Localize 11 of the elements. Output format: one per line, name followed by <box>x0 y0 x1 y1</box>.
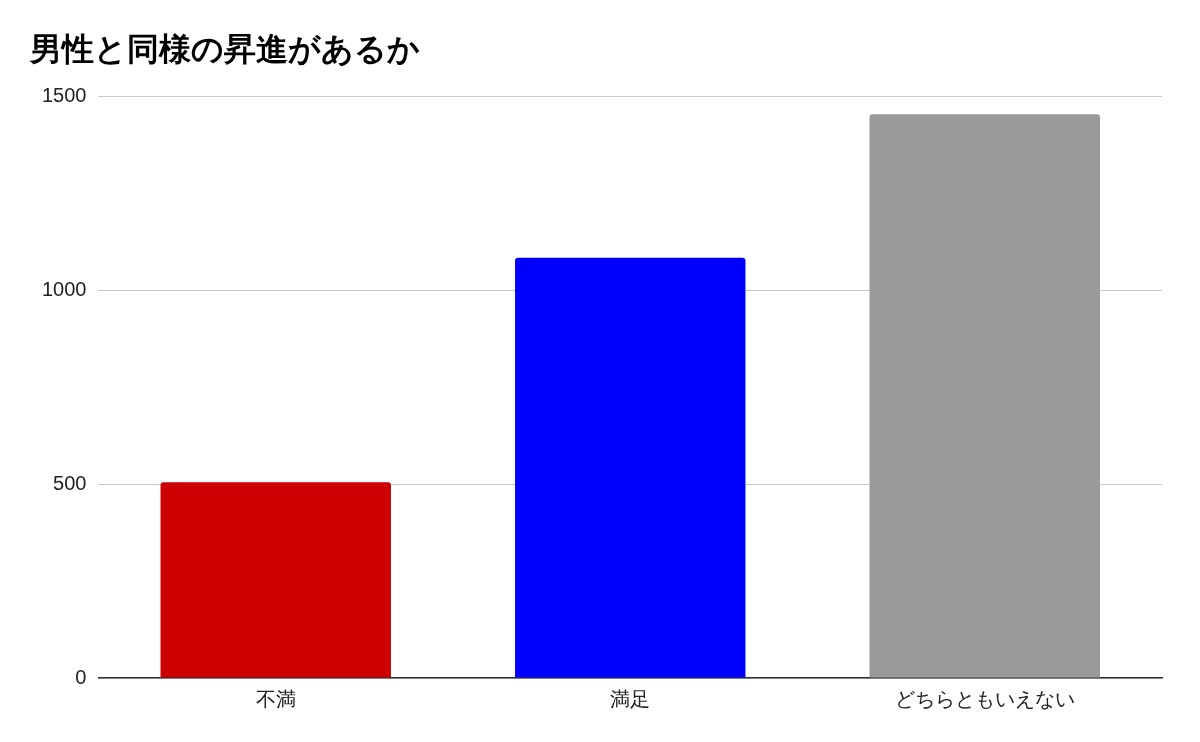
y-tick-label: 0 <box>75 665 87 688</box>
x-tick-label: 満足 <box>610 687 651 710</box>
x-tick-label: どちらともいえない <box>894 687 1075 710</box>
chart-title: 男性と同様の昇進があるか <box>29 31 420 68</box>
y-tick-label: 1500 <box>41 83 87 106</box>
y-tick-label: 500 <box>53 471 87 494</box>
x-tick-label: 不満 <box>255 687 296 710</box>
bar <box>160 482 391 678</box>
bar <box>515 257 746 678</box>
y-tick-label: 1000 <box>41 277 87 300</box>
bar <box>869 114 1100 678</box>
